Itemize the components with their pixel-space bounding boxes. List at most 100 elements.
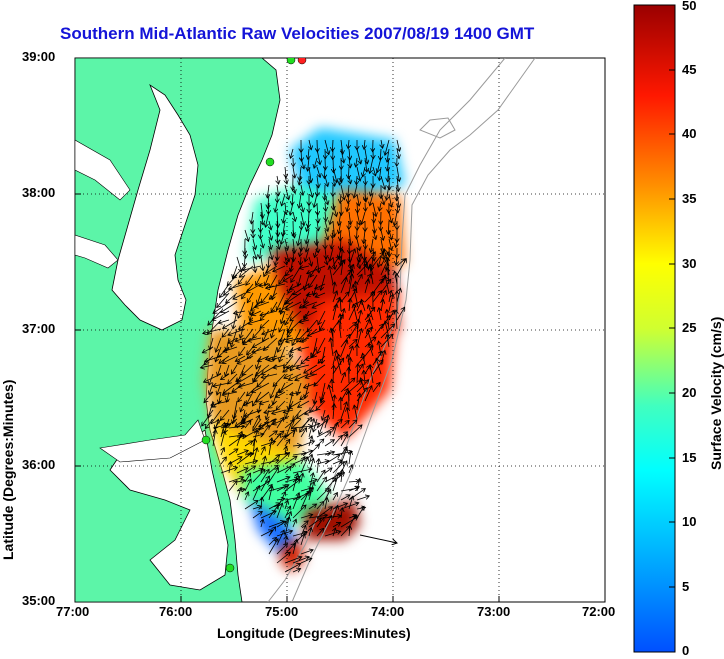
velocity-arrow <box>292 557 309 564</box>
velocity-arrow <box>303 301 318 307</box>
velocity-arrow <box>349 229 351 246</box>
y-tick-label: 37:00 <box>22 321 56 336</box>
velocity-arrow <box>261 238 263 248</box>
velocity-arrow <box>332 522 341 528</box>
y-axis-label: Latitude (Degrees:Minutes) <box>0 379 16 560</box>
velocity-arrow <box>293 247 294 262</box>
velocity-arrow <box>317 256 319 273</box>
velocity-arrow <box>242 364 254 375</box>
velocity-arrow <box>308 518 321 528</box>
velocity-arrow <box>357 238 360 251</box>
velocity-arrow <box>305 409 318 414</box>
velocity-arrow <box>259 284 270 286</box>
velocity-arrow <box>388 220 389 234</box>
velocity-arrow <box>386 184 389 200</box>
velocity-arrow <box>349 247 350 262</box>
velocity-arrow <box>260 319 270 328</box>
velocity-arrow <box>285 256 287 265</box>
velocity-arrow <box>348 515 356 528</box>
velocity-arrow <box>285 310 294 325</box>
velocity-arrow <box>248 319 262 324</box>
velocity-arrow <box>300 247 301 257</box>
velocity-arrow <box>332 358 344 375</box>
velocity-arrow <box>202 346 214 353</box>
velocity-arrow <box>389 193 392 207</box>
velocity-arrow <box>316 148 320 165</box>
velocity-arrow <box>340 278 347 294</box>
velocity-arrow <box>253 373 262 382</box>
velocity-arrow <box>356 148 361 164</box>
velocity-arrow <box>317 211 318 223</box>
velocity-arrow <box>324 516 332 528</box>
velocity-arrow <box>373 166 376 176</box>
colorbar <box>633 4 676 653</box>
velocity-arrow <box>262 328 278 334</box>
velocity-arrow <box>300 256 301 265</box>
y-tick-label: 39:00 <box>22 49 56 64</box>
velocity-arrow <box>221 448 224 456</box>
velocity-arrow <box>285 500 288 510</box>
velocity-arrow <box>291 256 293 272</box>
velocity-arrow <box>396 256 397 265</box>
velocity-arrow <box>309 528 311 537</box>
velocity-arrow <box>333 175 335 186</box>
velocity-arrow <box>231 364 238 374</box>
velocity-arrow <box>235 337 246 341</box>
y-tick-label: 38:00 <box>22 185 56 200</box>
velocity-arrow <box>312 301 326 308</box>
velocity-arrow <box>233 292 246 299</box>
velocity-arrow <box>265 211 270 227</box>
velocity-arrow <box>361 299 366 312</box>
velocity-arrow <box>353 285 358 303</box>
velocity-arrow <box>289 400 302 408</box>
velocity-arrow <box>310 265 318 277</box>
velocity-arrow <box>239 346 246 356</box>
velocity-arrow <box>380 260 388 276</box>
velocity-arrow <box>316 470 325 483</box>
velocity-arrow <box>364 337 376 348</box>
velocity-arrow <box>226 292 238 303</box>
colorbar-tick-label: 35 <box>682 191 697 206</box>
velocity-arrow <box>365 148 367 164</box>
velocity-arrow <box>349 175 351 184</box>
velocity-arrow <box>277 220 278 236</box>
colorbar-tick-label: 40 <box>682 126 697 141</box>
velocity-arrow <box>364 260 365 276</box>
velocity-arrow <box>348 274 352 294</box>
velocity-arrow <box>268 247 272 260</box>
velocity-arrow <box>349 148 350 160</box>
velocity-arrow <box>268 539 278 555</box>
velocity-arrow <box>340 184 344 200</box>
velocity-arrow <box>371 238 373 252</box>
velocity-arrow <box>309 256 312 266</box>
velocity-arrow <box>228 449 238 456</box>
velocity-arrow <box>317 175 319 188</box>
velocity-arrow <box>270 382 278 398</box>
velocity-arrow <box>261 202 263 218</box>
velocity-arrow <box>228 477 244 483</box>
velocity-arrow <box>314 373 326 386</box>
velocity-arrow <box>292 569 301 572</box>
velocity-arrow <box>325 220 328 231</box>
velocity-arrow <box>349 211 351 225</box>
velocity-arrow <box>310 364 326 374</box>
velocity-arrow <box>318 355 326 363</box>
velocity-arrow <box>252 448 257 465</box>
velocity-arrow <box>301 184 303 195</box>
velocity-arrow <box>217 364 222 376</box>
station-marker <box>286 58 296 65</box>
velocity-arrow <box>268 438 272 456</box>
velocity-arrow <box>349 157 350 168</box>
velocity-arrow <box>353 304 358 321</box>
velocity-arrow <box>236 450 248 456</box>
velocity-arrow <box>293 428 296 438</box>
velocity-arrow <box>210 337 214 350</box>
velocity-arrow <box>244 441 253 447</box>
velocity-arrow <box>236 468 248 474</box>
velocity-arrow <box>307 328 326 336</box>
velocity-arrow <box>347 202 349 212</box>
velocity-arrow <box>260 422 269 429</box>
velocity-arrow <box>201 365 214 368</box>
velocity-arrow <box>292 539 297 555</box>
velocity-arrow <box>389 238 392 250</box>
